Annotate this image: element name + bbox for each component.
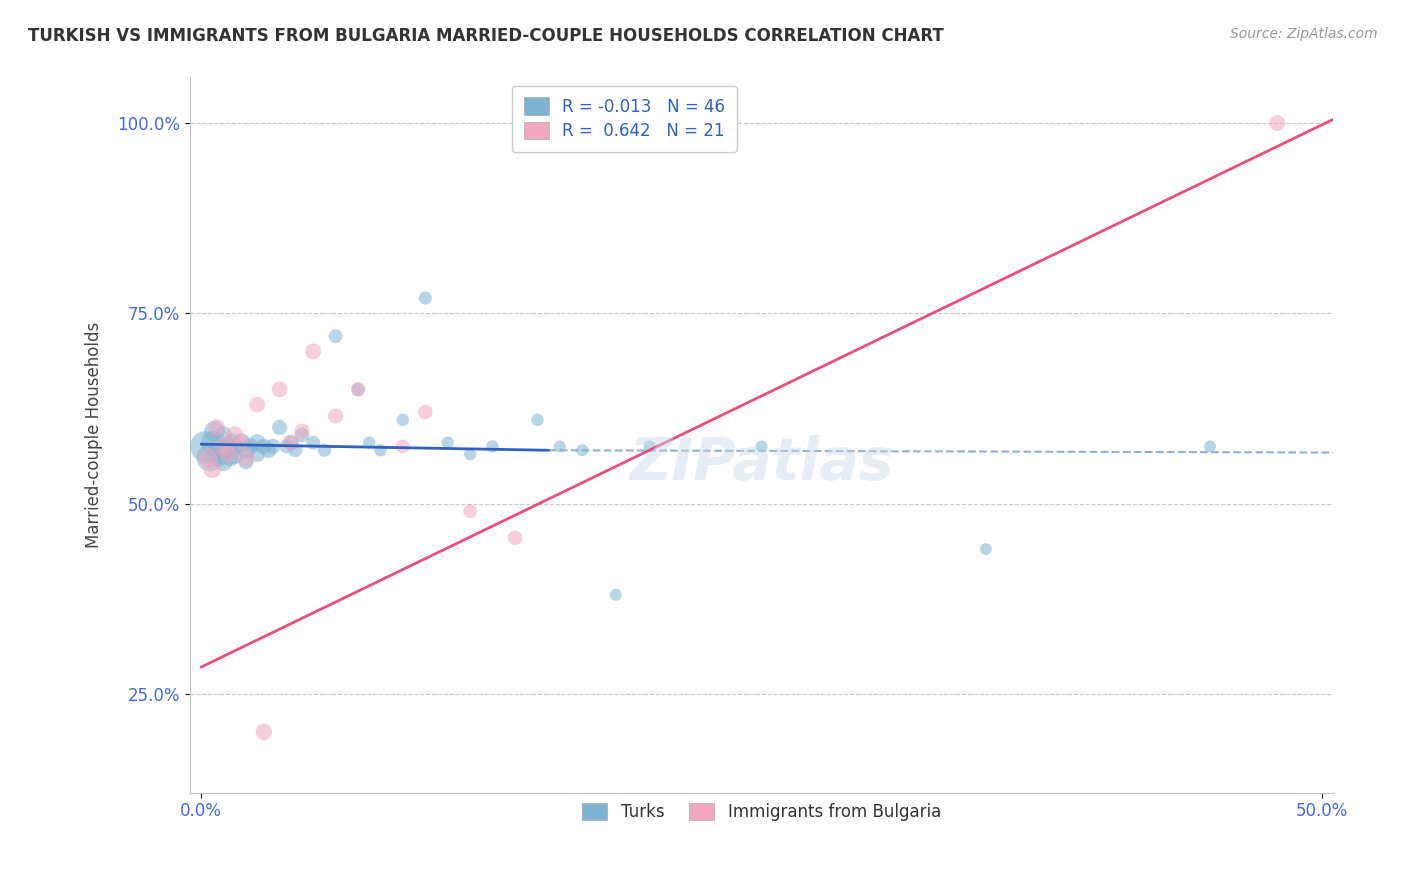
Text: ZIPatlas: ZIPatlas (630, 435, 894, 492)
Point (224, 447, 246, 461)
Legend: Turks, Immigrants from Bulgaria: Turks, Immigrants from Bulgaria (569, 789, 955, 834)
Point (235, 450, 257, 465)
Point (212, 455, 235, 469)
Point (526, 413, 548, 427)
Point (246, 447, 269, 461)
Point (751, 440, 773, 454)
Point (291, 428, 314, 442)
Point (224, 440, 246, 454)
Point (280, 435, 302, 450)
Point (253, 724, 276, 739)
Point (231, 435, 253, 450)
Point (235, 455, 257, 469)
Point (436, 435, 458, 450)
Point (194, 440, 217, 454)
Point (269, 383, 291, 397)
Point (458, 447, 481, 461)
Point (314, 443, 336, 458)
Point (246, 435, 269, 450)
Text: TURKISH VS IMMIGRANTS FROM BULGARIA MARRIED-COUPLE HOUSEHOLDS CORRELATION CHART: TURKISH VS IMMIGRANTS FROM BULGARIA MARR… (28, 27, 943, 45)
Point (201, 435, 224, 450)
Point (276, 440, 298, 454)
Text: Source: ZipAtlas.com: Source: ZipAtlas.com (1230, 27, 1378, 41)
Point (208, 447, 231, 461)
Point (325, 409, 347, 423)
Point (302, 344, 325, 359)
Point (219, 450, 242, 465)
Point (197, 450, 219, 465)
Point (198, 450, 221, 465)
Point (548, 440, 571, 454)
Point (246, 398, 269, 412)
Point (221, 435, 243, 450)
Point (262, 440, 284, 454)
Point (280, 435, 302, 450)
Point (415, 291, 437, 305)
Point (325, 329, 347, 343)
Point (253, 440, 276, 454)
Point (481, 440, 503, 454)
Y-axis label: Married-couple Households: Married-couple Households (86, 322, 103, 549)
Point (392, 413, 415, 427)
Point (571, 443, 593, 458)
Point (204, 424, 226, 438)
Point (235, 443, 257, 458)
Point (212, 440, 235, 454)
Point (205, 420, 228, 434)
Point (415, 405, 437, 419)
Point (284, 443, 307, 458)
Point (347, 383, 370, 397)
Point (1199, 440, 1222, 454)
Point (370, 443, 392, 458)
Point (359, 435, 381, 450)
Point (257, 443, 280, 458)
Point (212, 428, 235, 442)
Point (302, 435, 325, 450)
Point (201, 462, 224, 476)
Point (291, 424, 314, 438)
Point (638, 440, 661, 454)
Point (212, 443, 235, 458)
Point (503, 531, 526, 545)
Point (392, 440, 415, 454)
Point (217, 440, 239, 454)
Point (458, 504, 481, 518)
Point (269, 420, 291, 434)
Point (217, 447, 239, 461)
Point (347, 383, 370, 397)
Point (605, 588, 627, 602)
Point (1265, 116, 1288, 130)
Point (239, 440, 262, 454)
Point (974, 542, 997, 557)
Point (231, 435, 253, 450)
Point (224, 428, 246, 442)
